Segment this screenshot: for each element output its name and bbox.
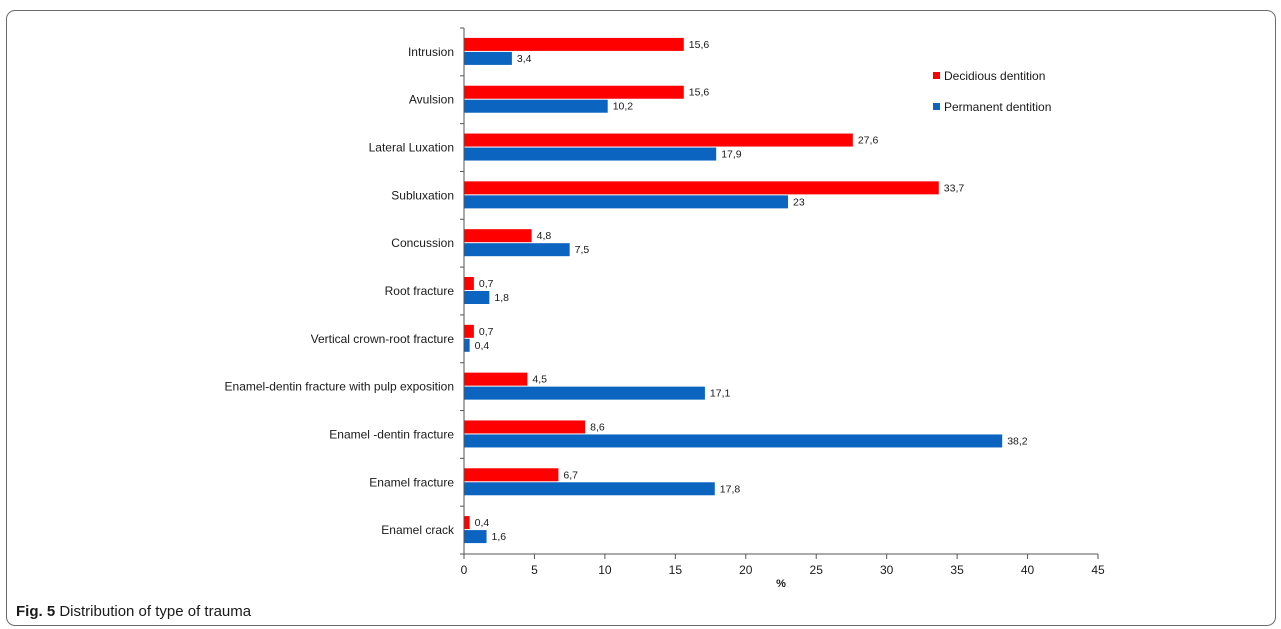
category-label: Lateral Luxation [369,141,454,155]
data-label: 0,7 [479,326,494,338]
permanent-bar [464,386,705,400]
data-label: 0,7 [479,278,494,290]
decidious-bar [464,229,532,243]
decidious-bar [464,516,470,530]
data-label: 3,4 [517,53,532,65]
data-label: 15,6 [689,39,710,51]
decidious-bar [464,181,939,195]
caption-label: Fig. 5 [16,603,56,620]
labels-layer: Intrusion 15,6 3,4 Avulsion 15,6 10,2 Lateral … [225,39,1028,543]
data-label: 17,9 [721,149,742,161]
decidious-bar [464,420,586,434]
permanent-bar [464,530,487,544]
decidious-bar [464,372,528,386]
category-label: Root fracture [385,284,455,298]
decidious-bar [464,133,853,147]
figure-frame [6,10,1276,626]
data-label: 17,1 [710,388,731,400]
figure-caption: Fig. 5 Distribution of type of trauma [16,603,251,620]
legend-entry: Decidious dentition [944,69,1045,83]
data-label: 15,6 [689,87,710,99]
category-label: Vertical crown-root fracture [311,332,455,346]
decidious-bar [464,85,684,99]
category-label: Enamel fracture [369,475,454,489]
x-tick-label: 5 [531,563,538,577]
x-tick-label: 40 [1021,563,1035,577]
category-label: Subluxation [391,188,454,202]
category-label: Enamel -dentin fracture [329,427,454,441]
permanent-bar [464,243,570,257]
permanent-bar [464,434,1003,448]
x-tick-label: 15 [669,563,683,577]
data-label: 8,6 [590,421,605,433]
axes-layer: 0 5 10 15 20 25 30 35 40 45% [460,27,1105,590]
permanent-bar [464,338,470,352]
data-label: 6,7 [563,469,578,481]
legend-entry: Permanent dentition [944,100,1051,114]
data-label: 10,2 [613,101,634,113]
permanent-bar [464,482,715,496]
decidious-bar [464,37,684,51]
decidious-bar [464,468,559,482]
data-label: 33,7 [944,182,965,194]
legend-swatch [933,72,940,79]
legend-swatch [933,103,940,110]
x-tick-label: 0 [461,563,468,577]
x-axis-label: % [776,578,786,590]
category-label: Avulsion [409,93,454,107]
category-label: Enamel-dentin fracture with pulp exposit… [225,380,454,394]
x-tick-label: 30 [880,563,894,577]
caption-text: Distribution of type of trauma [59,603,252,620]
category-label: Intrusion [408,45,454,59]
x-tick-label: 45 [1091,563,1105,577]
permanent-bar [464,147,717,161]
category-label: Concussion [391,236,454,250]
data-label: 23 [793,196,805,208]
decidious-bar [464,324,474,338]
permanent-bar [464,51,512,65]
permanent-bar [464,195,789,209]
data-label: 0,4 [475,517,490,529]
legend: Decidious dentition Permanent dentition [933,69,1051,114]
data-label: 1,6 [492,531,507,543]
x-tick-label: 25 [810,563,824,577]
bars-layer [464,37,1003,544]
decidious-bar [464,277,474,290]
data-label: 7,5 [575,244,590,256]
data-label: 27,6 [858,135,879,147]
data-label: 38,2 [1007,435,1028,447]
x-tick-label: 10 [598,563,612,577]
x-tick-label: 20 [739,563,753,577]
data-label: 0,4 [475,340,490,352]
permanent-bar [464,99,608,113]
data-label: 17,8 [720,483,741,495]
category-label: Enamel crack [381,523,455,537]
permanent-bar [464,291,490,304]
data-label: 4,5 [532,374,547,386]
data-label: 4,8 [537,230,552,242]
x-tick-label: 35 [950,563,964,577]
data-label: 1,8 [494,292,509,304]
